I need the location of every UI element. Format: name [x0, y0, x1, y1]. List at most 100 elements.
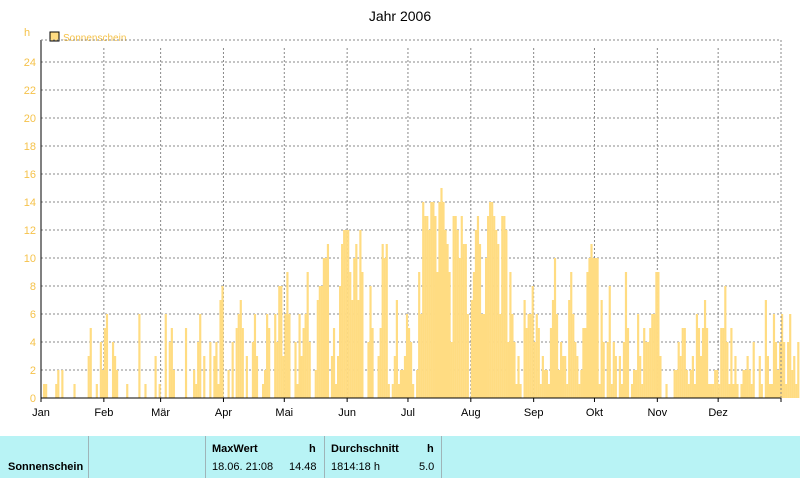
bar [497, 244, 500, 398]
bar [343, 230, 346, 398]
bar [517, 356, 520, 398]
bar [487, 216, 490, 398]
bar [446, 244, 449, 398]
bar [768, 384, 772, 398]
bar [501, 216, 504, 398]
bar [562, 356, 565, 398]
bar [399, 370, 403, 398]
bar [314, 370, 317, 398]
bar [572, 314, 575, 398]
bar [776, 370, 780, 398]
bar [422, 202, 425, 398]
bar [203, 356, 206, 398]
bar [300, 356, 303, 398]
y-tick-label: 0 [30, 393, 36, 405]
bar [576, 356, 579, 398]
bar [452, 216, 455, 398]
bar [397, 384, 400, 398]
bar [590, 244, 593, 398]
bar [541, 356, 544, 398]
bar [197, 342, 200, 398]
bar [612, 342, 615, 398]
bar [582, 328, 585, 398]
bar [507, 342, 510, 398]
bar [560, 342, 563, 398]
bar [276, 342, 279, 398]
bar [239, 300, 242, 398]
bar [57, 370, 60, 398]
bar [476, 216, 480, 398]
bar [434, 216, 437, 398]
bar [158, 384, 161, 398]
bar [778, 342, 782, 398]
bar [395, 300, 398, 398]
bar [61, 370, 64, 398]
chart: Jahr 2006 h Sonnenschein 024681012141618… [24, 8, 800, 419]
bar [781, 314, 784, 398]
bar [730, 328, 733, 398]
y-tick-label: 4 [30, 337, 36, 349]
y-tick-label: 6 [30, 309, 36, 321]
max-datetime: 18.06. 21:08 [212, 461, 274, 473]
bar [403, 356, 407, 398]
bar [89, 328, 92, 398]
avg-unit: h [427, 443, 434, 455]
bar [113, 356, 117, 398]
bar [193, 370, 196, 398]
bar [637, 314, 640, 398]
bar [412, 384, 415, 398]
bar [405, 314, 409, 398]
bar [264, 370, 267, 398]
bar [610, 384, 613, 398]
bar [580, 370, 583, 398]
bar [624, 272, 628, 398]
bar [578, 384, 581, 398]
bar [708, 384, 711, 398]
bar [584, 328, 587, 398]
bar [322, 258, 325, 398]
bar [503, 216, 506, 398]
empty-cell [89, 436, 206, 478]
bar [699, 356, 703, 398]
bar [724, 286, 727, 398]
bar [543, 370, 546, 398]
bar [351, 300, 354, 398]
bar [298, 314, 301, 398]
bar [393, 356, 396, 398]
bar [472, 272, 476, 398]
bar [361, 272, 364, 398]
bar [221, 286, 224, 398]
bar [144, 384, 147, 398]
x-tick-label: Jan [32, 407, 50, 419]
bar [493, 216, 496, 398]
bar [620, 384, 624, 398]
bar [288, 314, 291, 398]
bar [308, 342, 311, 398]
bar [600, 300, 603, 398]
bar [424, 216, 427, 398]
avg-cell: Durchschnitt h 1814:18 h 5.0 [325, 436, 442, 478]
bar [535, 314, 538, 398]
x-tick-label: Sep [524, 407, 544, 419]
bar [734, 356, 737, 398]
bar [622, 342, 626, 398]
bar [764, 300, 767, 398]
bar [268, 328, 271, 398]
bar [649, 328, 652, 398]
y-tick-label: 18 [24, 141, 36, 153]
bar [697, 328, 701, 398]
bar [43, 384, 46, 398]
bar [618, 356, 621, 398]
bar [304, 314, 307, 398]
max-value: 14.48 [289, 461, 317, 473]
bar [355, 244, 358, 398]
bar [523, 300, 526, 398]
bar [710, 384, 713, 398]
bar [261, 384, 265, 398]
bar [320, 286, 323, 398]
bar [341, 244, 344, 398]
x-tick-label: Apr [215, 407, 232, 419]
bar [630, 384, 634, 398]
bar [675, 370, 678, 398]
bar [45, 384, 48, 398]
